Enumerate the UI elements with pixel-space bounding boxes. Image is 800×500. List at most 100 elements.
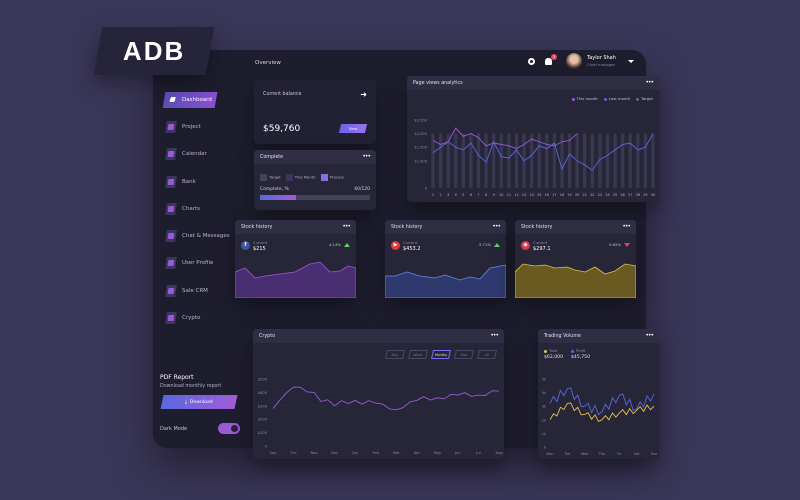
gear-icon[interactable] (528, 57, 535, 65)
svg-text:$100: $100 (258, 431, 268, 435)
process-swatch (320, 174, 328, 181)
sidebar-item-charts[interactable]: Charts (165, 201, 200, 217)
sidebar-item-bank[interactable]: Bank (165, 174, 196, 190)
svg-text:Dec: Dec (331, 451, 338, 455)
progress-bar (260, 195, 370, 200)
sidebar-item-calendar[interactable]: Calendar (165, 146, 207, 162)
svg-text:30: 30 (651, 193, 655, 197)
svg-text:7: 7 (477, 193, 479, 197)
svg-text:13: 13 (522, 193, 526, 197)
svg-text:16: 16 (545, 193, 549, 197)
svg-text:$2,000: $2,000 (414, 132, 427, 136)
svg-text:Sun: Sun (651, 452, 657, 456)
svg-text:15: 15 (537, 193, 541, 197)
more-icon[interactable]: ••• (492, 223, 501, 230)
sidebar-item-project[interactable]: Project (165, 119, 201, 135)
sidebar-item-crypto[interactable]: Crypto (165, 310, 200, 326)
stock-value: $297.1 (533, 246, 551, 252)
chevron-down-icon[interactable] (627, 59, 634, 63)
stock-sparkline (515, 263, 636, 298)
svg-text:$2,500: $2,500 (414, 119, 427, 123)
svg-text:3k: 3k (542, 405, 546, 409)
chat-icon (165, 230, 177, 242)
svg-text:Tue: Tue (563, 452, 570, 456)
sidebar-item-user-profile[interactable]: User Profile (165, 255, 213, 271)
more-icon[interactable]: ••• (645, 332, 654, 339)
stock-value: $215 (253, 246, 266, 252)
card-header: Trading Volume ••• (538, 329, 659, 343)
svg-text:Thu: Thu (598, 452, 605, 456)
svg-text:0: 0 (544, 446, 546, 450)
svg-text:25: 25 (613, 193, 617, 197)
svg-text:8: 8 (485, 193, 487, 197)
avatar[interactable] (566, 53, 582, 69)
pdf-report-subtitle: Download monthly report (160, 384, 222, 389)
crypto-chart: 0 $100 $200 $300 $400 $500 Sep Oct Nov Dec Jan Feb M… (258, 378, 503, 456)
svg-text:29: 29 (643, 193, 647, 197)
dark-mode-toggle[interactable] (218, 423, 240, 434)
download-button[interactable]: ⤓ Download (160, 395, 238, 409)
crm-icon (165, 285, 177, 297)
project-icon (165, 121, 177, 133)
card-header: Stock history ••• (385, 220, 506, 234)
brand-logo[interactable]: ADB (93, 27, 215, 75)
svg-text:Apr: Apr (414, 451, 421, 455)
bell-icon[interactable]: 3 (545, 53, 557, 65)
trading-volume-chart: 0 1k 2k 3k 4k 5k Mon Tue Wed Thu Fri Sat Sun (542, 378, 657, 457)
pdf-report-panel: PDF Report Download monthly report (160, 374, 242, 389)
pdf-report-title: PDF Report (160, 374, 194, 381)
more-icon[interactable]: ••• (362, 153, 371, 160)
more-icon[interactable]: ••• (490, 332, 499, 339)
facebook-icon: f (241, 241, 250, 250)
svg-text:28: 28 (636, 193, 640, 197)
view-button[interactable]: View (338, 124, 368, 133)
svg-text:11: 11 (507, 193, 511, 197)
svg-text:Nov: Nov (311, 451, 319, 455)
current-balance-card: Current balance ➜ $59,760 View (254, 80, 376, 144)
card-header: Crypto ••• (253, 329, 504, 343)
youtube-icon: ▶ (391, 241, 400, 250)
svg-text:24: 24 (605, 193, 609, 197)
charts-icon (165, 203, 177, 215)
bank-icon (165, 176, 177, 188)
complete-card: Complete ••• Target This Month Process Co… (254, 150, 376, 210)
sidebar-item-sale-crm[interactable]: Sale CRM (165, 283, 208, 299)
sidebar: Dashboard Project Calendar Bank Charts C… (153, 50, 245, 448)
svg-text:20: 20 (575, 193, 579, 197)
crypto-card: Crypto ••• Day Week Months Year All 0 $100… (253, 329, 504, 459)
arrow-right-icon[interactable]: ➜ (360, 90, 367, 99)
more-icon[interactable]: ••• (645, 79, 654, 86)
svg-text:0: 0 (265, 445, 268, 449)
more-icon[interactable]: ••• (342, 223, 351, 230)
stock-card-youtube: Stock history ••• ▶ Current $453.2 5.71% (385, 220, 506, 298)
svg-text:27: 27 (628, 193, 632, 197)
svg-text:5: 5 (462, 193, 464, 197)
svg-text:Fri: Fri (617, 452, 621, 456)
sidebar-item-chat[interactable]: Chat & Messages (165, 228, 230, 244)
crypto-icon (165, 312, 177, 324)
complete-legend: Target This Month Process (254, 164, 376, 181)
svg-text:0: 0 (425, 187, 428, 191)
svg-text:1k: 1k (542, 432, 546, 436)
user-info[interactable]: Taylor Shah Chief manager (587, 55, 616, 67)
svg-text:Sat: Sat (634, 452, 640, 456)
sidebar-item-dashboard[interactable]: Dashboard (162, 92, 218, 108)
svg-text:19: 19 (567, 193, 571, 197)
svg-text:12: 12 (514, 193, 518, 197)
trend-up-icon (494, 242, 500, 247)
dribbble-icon: ◉ (521, 241, 530, 250)
svg-text:Wed: Wed (581, 452, 588, 456)
more-icon[interactable]: ••• (622, 223, 631, 230)
svg-text:May: May (434, 451, 442, 455)
trend-down-icon (624, 242, 630, 247)
svg-text:21: 21 (583, 193, 587, 197)
svg-text:Mon: Mon (546, 452, 553, 456)
balance-amount: $59,760 (263, 124, 301, 134)
card-header: Stock history ••• (515, 220, 636, 234)
svg-text:26: 26 (620, 193, 624, 197)
calendar-icon (165, 148, 177, 160)
svg-text:Sep: Sep (270, 451, 277, 455)
card-header: Complete ••• (254, 150, 376, 164)
svg-text:Jul: Jul (475, 451, 480, 455)
